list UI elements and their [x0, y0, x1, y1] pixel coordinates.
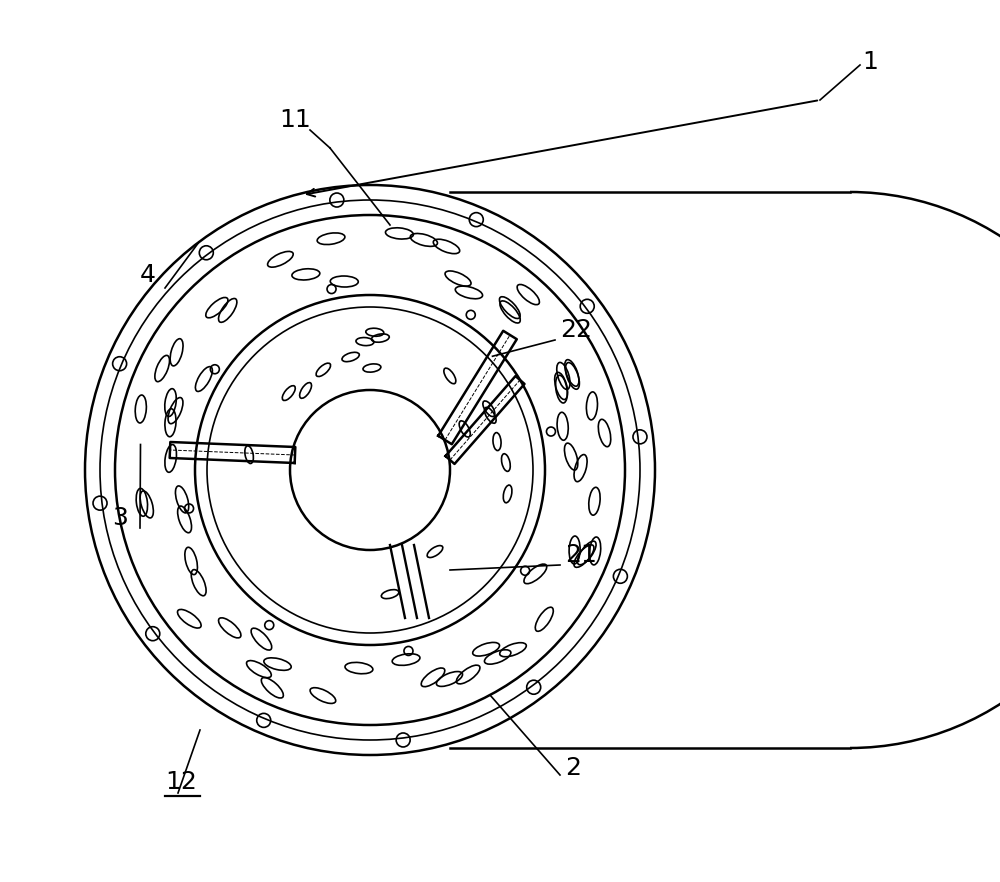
Text: 3: 3	[112, 506, 128, 530]
Text: 21: 21	[565, 543, 597, 567]
Text: 2: 2	[565, 756, 581, 780]
Text: 11: 11	[279, 108, 311, 132]
Text: 1: 1	[862, 50, 878, 74]
Text: 12: 12	[165, 770, 197, 794]
Text: 22: 22	[560, 318, 592, 342]
Circle shape	[290, 390, 450, 550]
Text: 4: 4	[140, 263, 156, 287]
